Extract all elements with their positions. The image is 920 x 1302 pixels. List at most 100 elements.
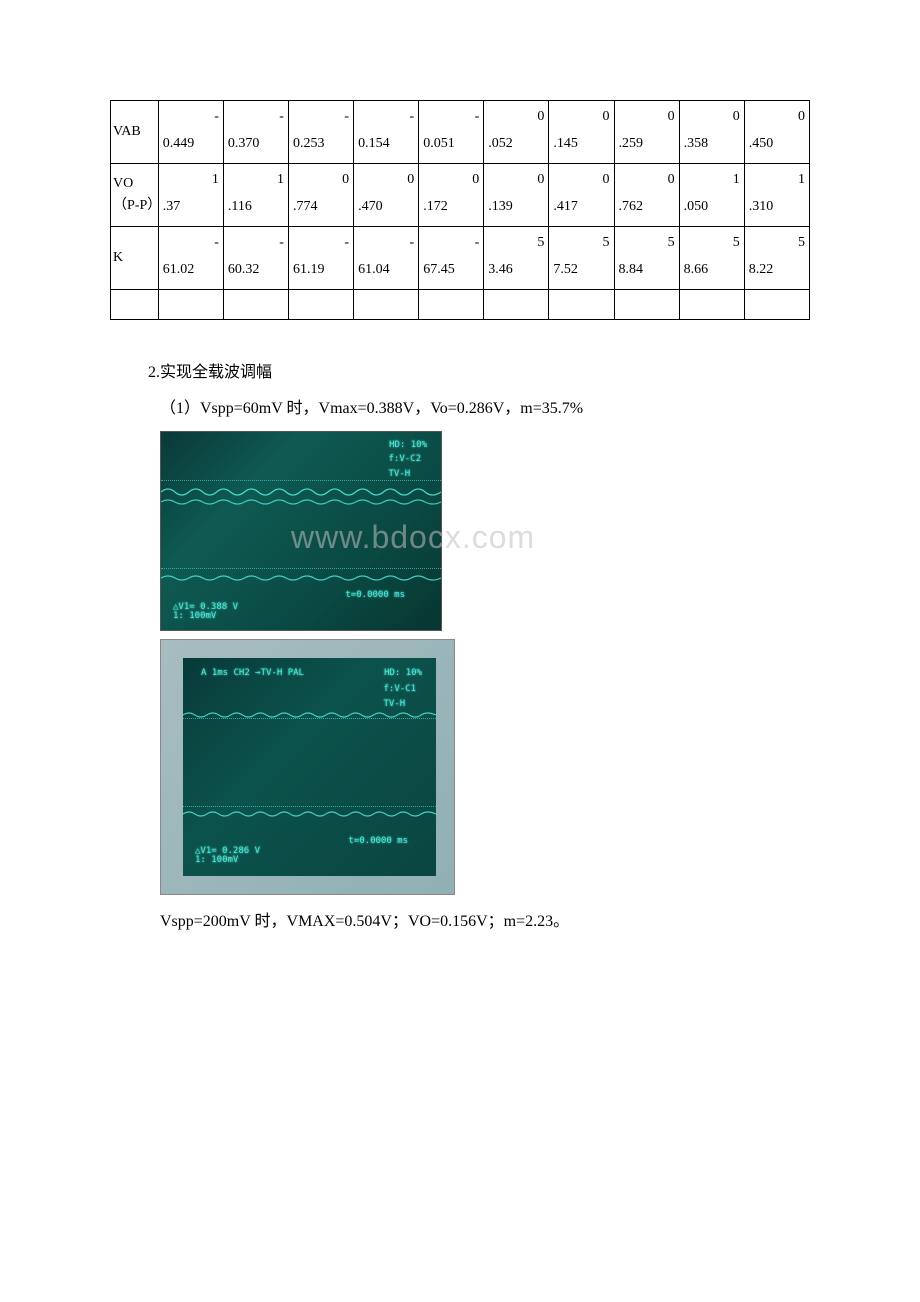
cell-main-value: .259 [619,133,644,155]
cell-top-value: - [410,109,415,124]
cell-main-value: 3.46 [488,259,513,281]
empty-cell [484,290,549,320]
table-row-empty [111,290,810,320]
cell-main-value: 8.66 [684,259,709,281]
cell-top-value: - [214,235,219,250]
cell-top-value: 1 [798,172,805,187]
cell-main-value: 0.370 [228,133,260,155]
cell-top-value: 5 [733,235,740,250]
scope2-waveform-upper [183,709,436,723]
empty-cell [158,290,223,320]
cell-top-value: - [214,109,219,124]
cell-top-value: - [279,109,284,124]
data-cell: 7.52 5 [549,227,614,290]
scope2-channel-label: f:V-C1 TV-H [383,682,416,711]
cell-main-value: 0.051 [423,133,455,155]
cell-main-value: .450 [749,133,774,155]
cell-top-value: - [344,235,349,250]
cell-top-value: 1 [733,172,740,187]
data-cell: .139 0 [484,164,549,227]
data-cell: 0.449 - [158,101,223,164]
cell-top-value: 0 [798,109,805,124]
data-cell: 0.370 - [223,101,288,164]
empty-cell [223,290,288,320]
data-cell: .1720 [419,164,484,227]
empty-cell [744,290,809,320]
row-label: VO（P-P） [111,164,159,227]
cell-main-value: 67.45 [423,259,455,281]
empty-cell [679,290,744,320]
scope-channel-label: f:V-C2 TV-H [388,452,421,481]
cell-top-value: 0 [733,109,740,124]
cell-top-value: 0 [537,109,544,124]
cell-main-value: .762 [619,196,644,218]
scope-waveform-lower [161,572,441,588]
cell-top-value: 0 [603,172,610,187]
scope2-top-label: A 1ms CH2 →TV-H PAL [201,666,304,680]
cell-top-value: 0 [668,109,675,124]
oscilloscope-screenshot-2: A 1ms CH2 →TV-H PAL HD: 10% f:V-C1 TV-H … [160,639,455,895]
cell-top-value: 5 [537,235,544,250]
cell-main-value: .358 [684,133,709,155]
cell-top-value: 0 [603,109,610,124]
cell-top-value: 0 [537,172,544,187]
table-row: K61.02-60.32-61.19-61.04-67.45-3.4657.52… [111,227,810,290]
data-cell: .116 1 [223,164,288,227]
empty-cell [354,290,419,320]
cell-main-value: .417 [553,196,578,218]
cell-main-value: .145 [553,133,578,155]
table-row: VO（P-P）.37 1 .116 1 .774 0 .470 0 .1720.139 0 .417… [111,164,810,227]
data-cell: 61.04 - [354,227,419,290]
cell-top-value: 1 [212,172,219,187]
data-cell: .310 1 [744,164,809,227]
data-cell: .450 0 [744,101,809,164]
scope2-scale-label: 1: 100mV [195,853,238,867]
data-cell: 61.02- [158,227,223,290]
cell-main-value: .310 [749,196,774,218]
data-cell: 0.253- [288,101,353,164]
sub-measurement-1: （1）Vspp=60mV 时，Vmax=0.388V，Vo=0.286V，m=3… [160,396,810,422]
data-cell: .762 0 [614,164,679,227]
cell-main-value: .139 [488,196,513,218]
data-cell: 61.19- [288,227,353,290]
cell-main-value: .116 [228,196,252,218]
data-cell: .470 0 [354,164,419,227]
data-cell: 8.66 5 [679,227,744,290]
cell-top-value: 0 [342,172,349,187]
cell-top-value: 1 [277,172,284,187]
cell-top-value: - [475,109,480,124]
cell-main-value: 60.32 [228,259,260,281]
row-label: VAB [111,101,159,164]
cell-main-value: .470 [358,196,383,218]
cell-main-value: 61.04 [358,259,390,281]
cell-main-value: 8.22 [749,259,774,281]
cell-main-value: 7.52 [553,259,578,281]
watermark-text: www.bdocx.com [291,512,535,563]
cell-top-value: 5 [603,235,610,250]
scope2-time-label: t=0.0000 ms [348,834,408,848]
cell-main-value: 0.449 [163,133,195,155]
data-cell: .774 0 [288,164,353,227]
cell-main-value: .774 [293,196,318,218]
cell-top-value: - [410,235,415,250]
data-cell: 8.22 5 [744,227,809,290]
data-cell: 60.32- [223,227,288,290]
cell-top-value: 5 [798,235,805,250]
scope-waveform-upper [161,484,441,508]
cell-main-value: .052 [488,133,513,155]
cell-top-value: 5 [668,235,675,250]
empty-cell [614,290,679,320]
cell-top-value: 0 [407,172,414,187]
data-cell: 8.84 5 [614,227,679,290]
cell-top-value: - [475,235,480,250]
cell-main-value: 8.84 [619,259,644,281]
data-cell: .052 0 [484,101,549,164]
cell-top-value: - [344,109,349,124]
scope-inner-screen: A 1ms CH2 →TV-H PAL HD: 10% f:V-C1 TV-H … [183,658,436,876]
row-label: K [111,227,159,290]
cell-top-value: 0 [668,172,675,187]
data-cell: 67.45 - [419,227,484,290]
cell-main-value: 0.154 [358,133,390,155]
cell-main-value: .050 [684,196,709,218]
cell-main-value: .37 [163,196,181,218]
